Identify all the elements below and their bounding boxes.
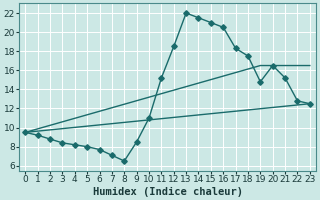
X-axis label: Humidex (Indice chaleur): Humidex (Indice chaleur)	[92, 186, 243, 197]
